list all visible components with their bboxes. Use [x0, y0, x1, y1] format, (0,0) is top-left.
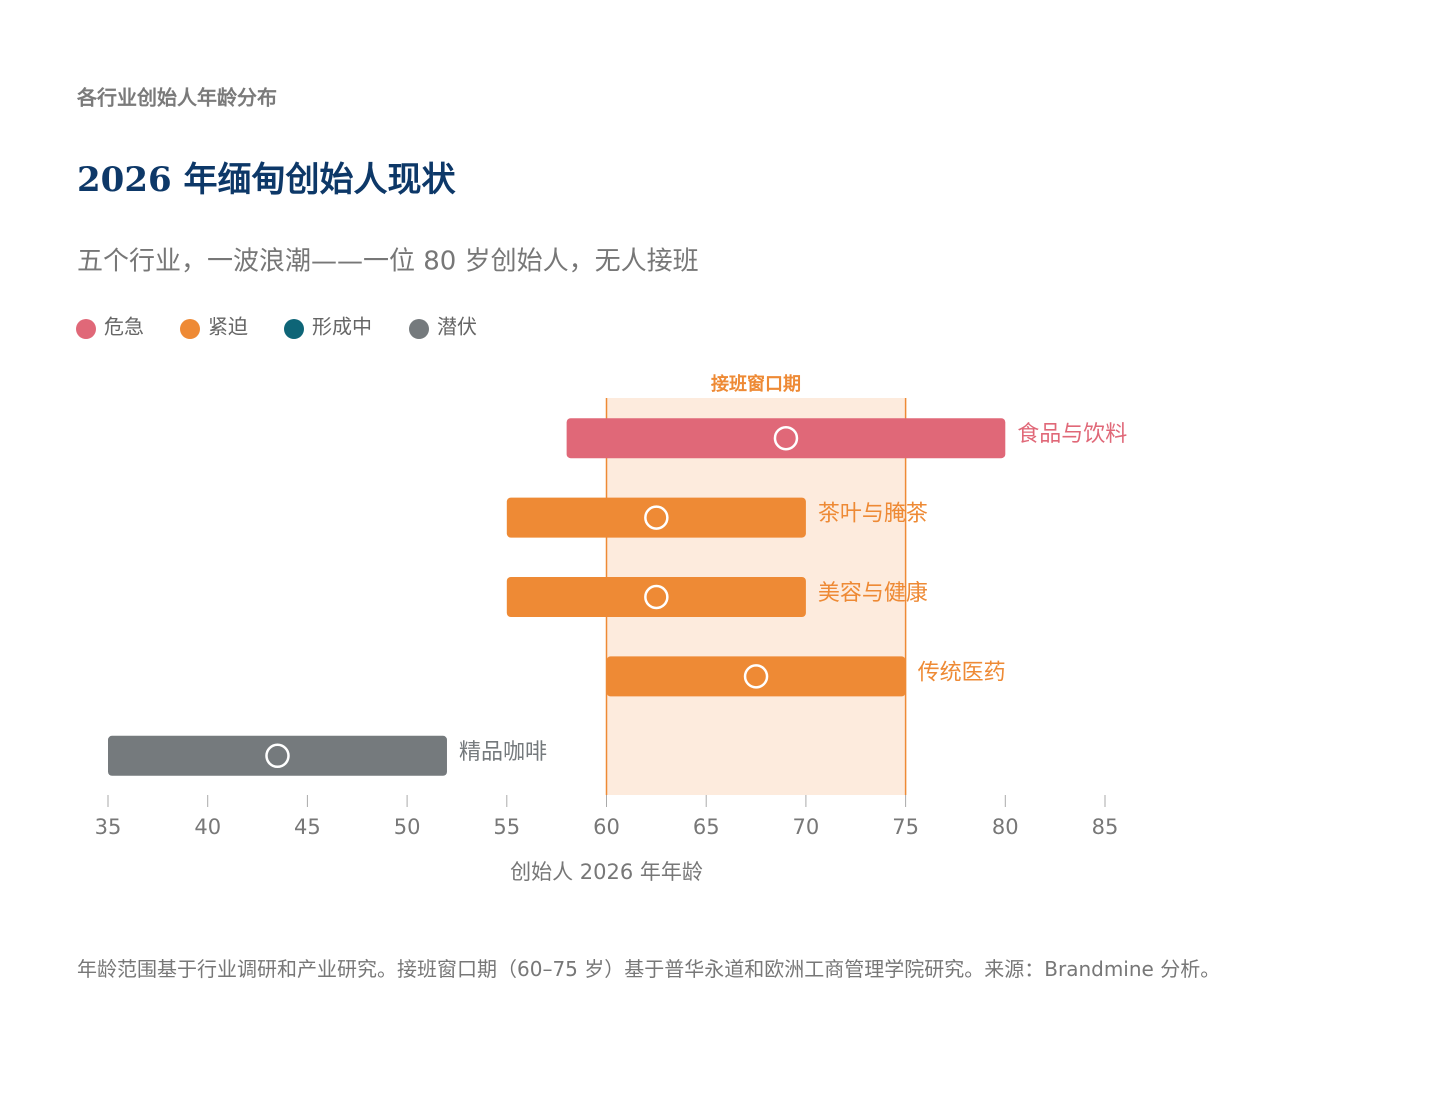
- x-tick-label: 75: [892, 815, 919, 839]
- category-label: 美容与健康: [818, 581, 928, 606]
- x-tick-label: 60: [593, 815, 620, 839]
- median-marker: [265, 743, 290, 769]
- x-tick-label: 35: [95, 815, 122, 839]
- median-marker: [773, 425, 799, 451]
- chart: 各行业创始人年龄分布 2026 年缅甸创始人现状 五个行业，一波浪潮——一位 8…: [76, 86, 1127, 884]
- category-label: 传统医药: [918, 660, 1006, 685]
- median-marker: [644, 505, 669, 530]
- footnote: 年龄范围基于行业调研和产业研究。接班窗口期（60–75 岁）基于普华永道和欧洲工…: [77, 957, 1221, 981]
- range-bar: [506, 577, 806, 617]
- x-tick-label: 50: [394, 815, 421, 839]
- category-label: 精品咖啡: [459, 740, 547, 765]
- x-tick-label: 85: [1092, 815, 1119, 839]
- chart-title: 2026 年缅甸创始人现状: [77, 160, 456, 200]
- median-marker: [644, 584, 669, 610]
- range-bar: [506, 497, 806, 538]
- window-label: 接班窗口期: [711, 373, 801, 395]
- subtitle: 五个行业，一波浪潮——一位 80 岁创始人，无人接班: [77, 247, 699, 277]
- x-tick-label: 45: [294, 815, 321, 839]
- legend-swatch: [180, 319, 200, 339]
- x-tick-label: 40: [194, 815, 221, 839]
- x-tick-label: 65: [693, 815, 720, 839]
- legend-label: 潜伏: [437, 315, 477, 339]
- x-tick-label: 55: [493, 815, 520, 839]
- range-bar: [606, 656, 906, 697]
- legend-swatch: [284, 319, 304, 339]
- legend-label: 形成中: [312, 315, 372, 339]
- kicker: 各行业创始人年龄分布: [76, 86, 277, 110]
- median-marker: [743, 664, 769, 689]
- category-label: 茶叶与腌茶: [818, 502, 928, 527]
- legend-swatch: [409, 319, 429, 339]
- x-axis-title: 创始人 2026 年年龄: [510, 860, 703, 884]
- x-tick-label: 80: [992, 815, 1019, 839]
- x-tick-label: 70: [793, 815, 820, 839]
- range-bar: [108, 735, 447, 776]
- range-bar: [566, 418, 1006, 459]
- legend-swatch: [76, 319, 96, 339]
- category-label: 食品与饮料: [1017, 422, 1127, 447]
- legend-label: 危急: [104, 315, 144, 339]
- legend-label: 紧迫: [208, 315, 248, 339]
